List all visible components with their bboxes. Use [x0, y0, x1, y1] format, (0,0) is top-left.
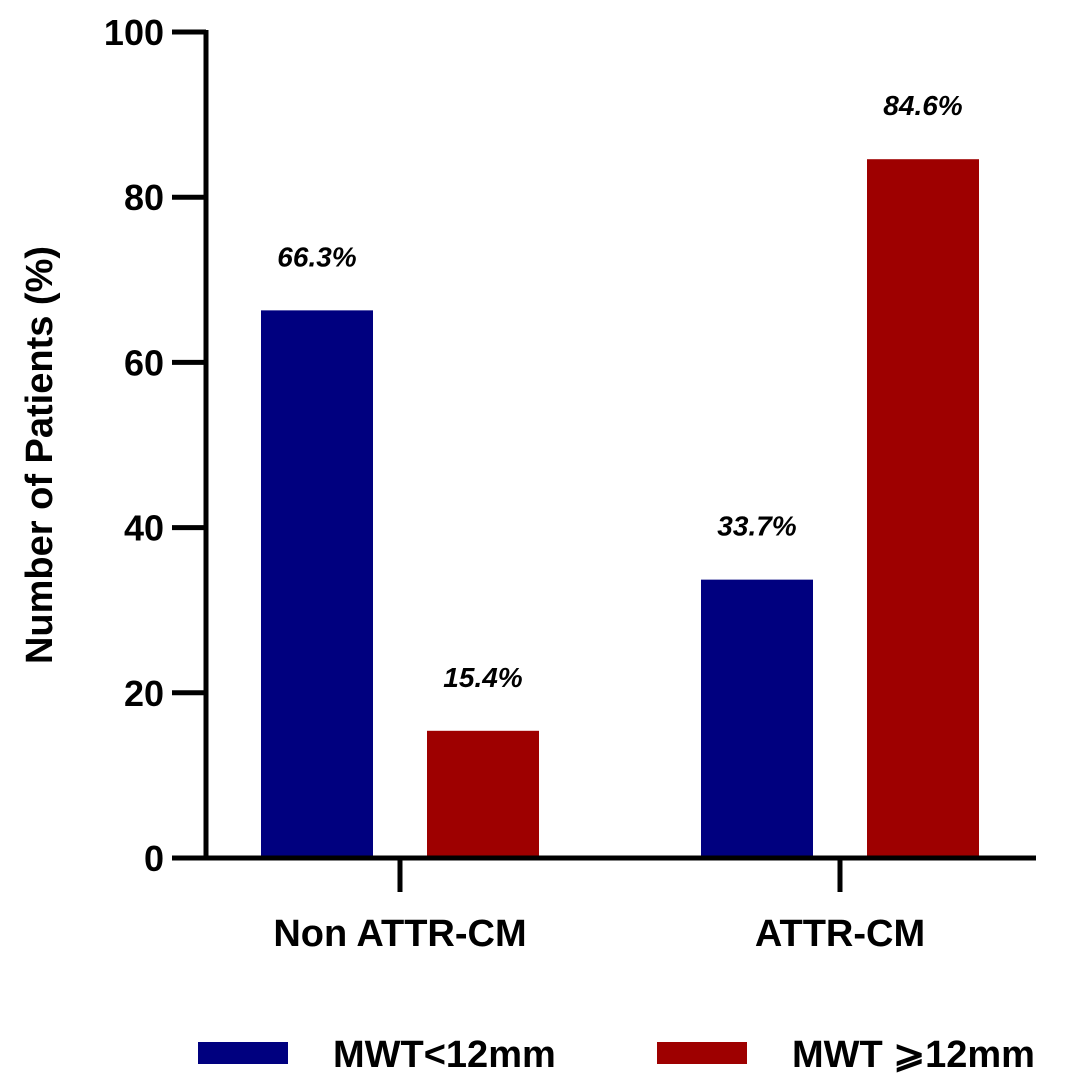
bars-layer	[261, 159, 979, 859]
bar	[261, 310, 373, 858]
bar-value-label: 33.7%	[717, 511, 796, 542]
y-tick-label: 40	[124, 508, 164, 549]
bar	[867, 159, 979, 859]
y-axis-label: Number of Patients (%)	[19, 246, 61, 664]
x-ticks: Non ATTR-CM ATTR-CM	[273, 858, 925, 955]
y-tick-label: 80	[124, 177, 164, 218]
bar-value-label: 84.6%	[883, 90, 962, 121]
legend-label: MWT ⩾12mm	[792, 1034, 1035, 1075]
bar	[427, 730, 539, 858]
bar-value-label: 15.4%	[443, 662, 522, 693]
x-tick-label: ATTR-CM	[755, 913, 925, 955]
y-tick-label: 20	[124, 673, 164, 714]
legend-swatch	[657, 1042, 747, 1064]
y-tick-label: 0	[144, 838, 164, 879]
legend-label: MWT<12mm	[333, 1034, 556, 1075]
bar	[701, 579, 813, 858]
y-ticks: 0 20 40 60 80 100	[104, 12, 206, 879]
legend-swatch	[198, 1042, 288, 1064]
y-tick-label: 60	[124, 342, 164, 383]
data-labels-layer: 66.3% 33.7% 15.4% 84.6%	[277, 90, 962, 693]
x-tick-label: Non ATTR-CM	[273, 913, 526, 955]
bar-value-label: 66.3%	[277, 241, 356, 272]
legend: MWT<12mm MWT ⩾12mm	[198, 1034, 1035, 1075]
y-tick-label: 100	[104, 12, 164, 53]
